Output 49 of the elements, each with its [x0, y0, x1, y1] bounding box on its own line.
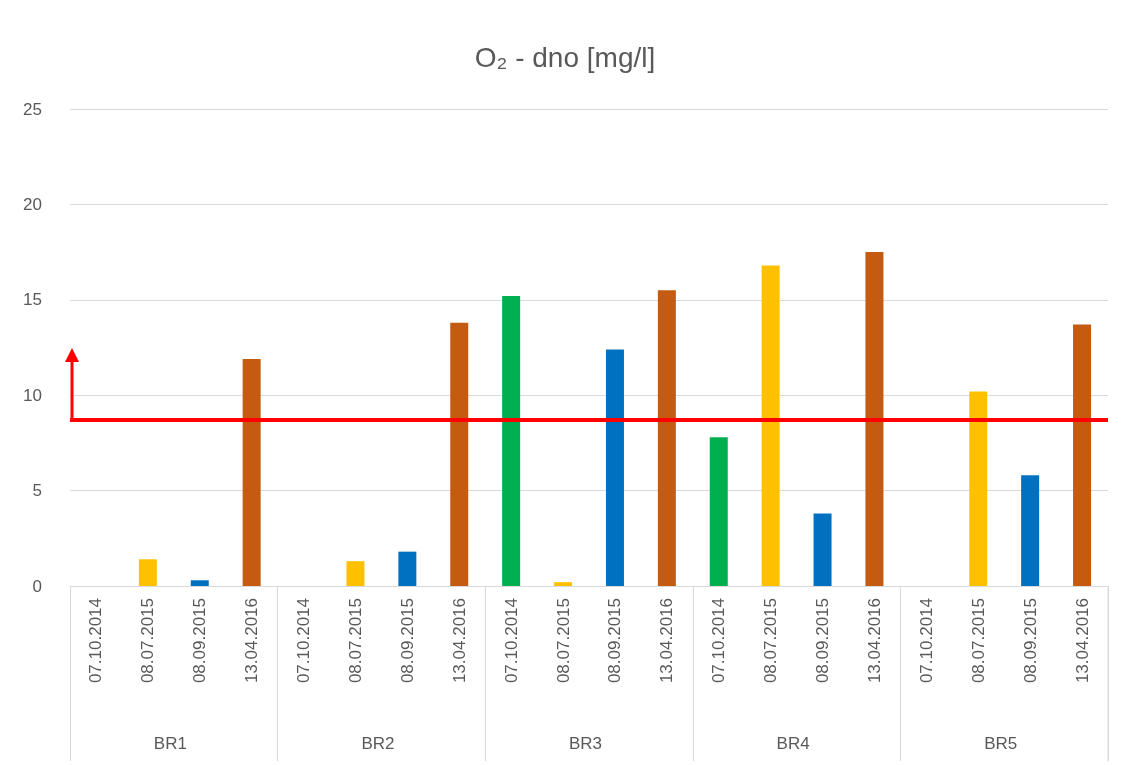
y-tick-label: 15 [23, 290, 42, 310]
bar [242, 358, 261, 586]
x-tick-label: 08.07.2015 [553, 598, 573, 684]
bar [969, 391, 988, 586]
text: BR1 [153, 734, 187, 753]
y-tick-label: 10 [23, 385, 42, 405]
text: BR4 [776, 734, 810, 753]
x-tick-label: 13.04.2016 [1072, 598, 1092, 684]
x-tick-label: 13.04.2016 [864, 598, 884, 684]
y-tick-label: 0 [32, 576, 42, 596]
bar [346, 561, 365, 586]
text: BR2 [361, 734, 395, 753]
bar [1021, 475, 1040, 586]
y-tick-label: 20 [23, 194, 42, 214]
bar [190, 580, 209, 586]
x-tick-label: 08.09.2015 [190, 598, 210, 684]
bar [761, 265, 780, 586]
x-tick-label: 08.07.2015 [761, 598, 781, 684]
x-tick-label: 07.10.2014 [501, 598, 521, 684]
x-tick-label: 07.10.2014 [709, 598, 729, 684]
x-tick-label: 08.09.2015 [813, 598, 833, 684]
x-tick-label: 08.09.2015 [397, 598, 417, 684]
x-tick-label: 08.07.2015 [345, 598, 365, 684]
x-tick-label: 08.07.2015 [968, 598, 988, 684]
text: BR5 [984, 734, 1018, 753]
bar [138, 559, 157, 586]
bar [657, 290, 676, 586]
bar [605, 349, 624, 586]
x-tick-label: 07.10.2014 [294, 598, 314, 684]
x-tick-label: 13.04.2016 [242, 598, 262, 684]
bar [865, 252, 884, 586]
bar [554, 582, 573, 586]
bar [450, 322, 469, 586]
x-tick-label: 08.07.2015 [138, 598, 158, 684]
chart-title: O₂ - dno [mg/l] [474, 41, 656, 73]
bar [398, 551, 417, 586]
x-tick-label: 08.09.2015 [1020, 598, 1040, 684]
bar [1073, 324, 1092, 586]
y-tick-label: 5 [32, 481, 42, 501]
bar [813, 513, 832, 586]
bar [709, 437, 728, 586]
x-tick-label: 13.04.2016 [657, 598, 677, 684]
bar [502, 295, 521, 586]
x-tick-label: 13.04.2016 [449, 598, 469, 684]
x-tick-label: 07.10.2014 [86, 598, 106, 684]
x-tick-label: 08.09.2015 [605, 598, 625, 684]
text: BR3 [569, 734, 603, 753]
y-tick-label: 25 [23, 99, 42, 119]
x-tick-label: 07.10.2014 [916, 598, 936, 684]
